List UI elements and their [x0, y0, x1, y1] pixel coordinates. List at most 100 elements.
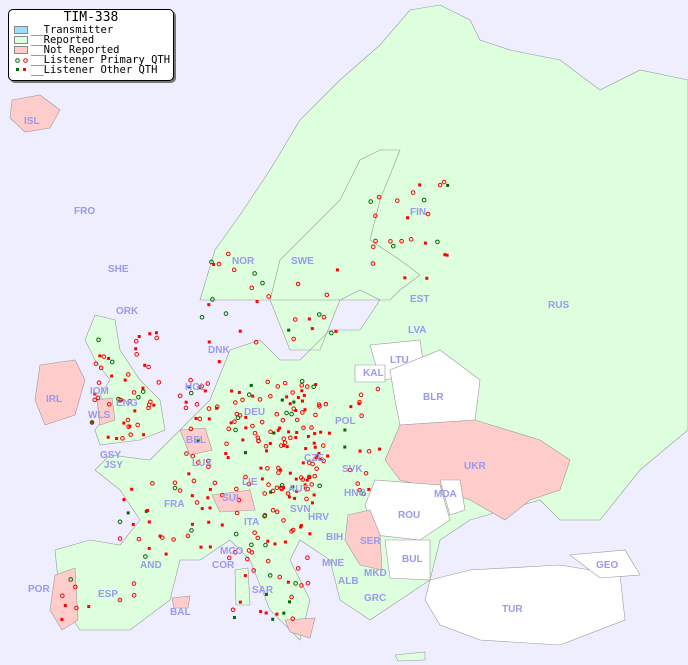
listener-primary-marker: [109, 359, 115, 365]
country-label-sar: SAR: [252, 585, 274, 596]
listener-primary-marker: [291, 406, 297, 412]
listener-primary-marker: [299, 378, 305, 384]
country-label-iom: IOM: [90, 386, 109, 397]
listener-other-marker: [255, 300, 259, 304]
listener-primary-marker: [216, 261, 222, 267]
listener-other-marker: [334, 329, 338, 333]
listener-primary-marker: [441, 179, 447, 185]
listener-other-marker: [203, 389, 207, 393]
listener-other-marker: [378, 447, 382, 451]
listener-other-marker: [115, 437, 119, 441]
listener-primary-marker: [289, 411, 294, 417]
listener-other-marker: [207, 520, 211, 524]
listener-primary-marker: [274, 411, 280, 417]
country-label-sui: SUI: [222, 493, 239, 504]
listener-other-marker: [208, 487, 212, 491]
legend-item-primary-qth: __Listener Primary QTH: [9, 55, 173, 65]
listener-other-marker: [134, 347, 138, 351]
listener-primary-marker: [410, 190, 416, 195]
listener-primary-marker: [60, 593, 65, 599]
listener-primary-marker: [376, 194, 382, 200]
land-georgia: [569, 549, 641, 579]
listener-other-marker: [367, 487, 371, 491]
listener-other-marker: [141, 386, 145, 390]
land-ireland: [34, 359, 86, 426]
listener-primary-marker: [184, 451, 189, 456]
listener-other-marker: [243, 574, 247, 578]
listener-primary-marker: [136, 536, 142, 542]
listener-other-marker: [232, 616, 236, 620]
country-label-ser: SER: [360, 536, 381, 547]
listener-other-marker: [357, 402, 361, 406]
listener-other-marker: [287, 430, 291, 434]
country-label-esp: ESP: [98, 589, 118, 600]
square-marker-icon: [14, 68, 28, 72]
legend: TIM-338 __Transmitter __Reported __Not R…: [8, 9, 174, 81]
listener-primary-marker: [282, 380, 288, 386]
listener-primary-marker: [74, 605, 79, 611]
listener-primary-marker: [160, 535, 165, 540]
listener-other-marker: [304, 447, 308, 451]
listener-primary-marker: [295, 566, 301, 571]
listener-other-marker: [164, 552, 168, 556]
listener-other-marker: [275, 612, 279, 616]
listener-primary-marker: [293, 581, 298, 586]
listener-other-marker: [327, 431, 331, 435]
listener-primary-marker: [98, 365, 104, 371]
country-label-jsy: JSY: [104, 460, 123, 471]
listener-other-marker: [259, 610, 263, 614]
listener-other-marker: [268, 441, 272, 445]
listener-primary-marker: [399, 238, 404, 244]
country-label-mne: MNE: [322, 558, 345, 569]
listener-other-marker: [60, 617, 64, 621]
country-label-eng: ENG: [116, 398, 138, 409]
listener-other-marker: [299, 525, 303, 529]
listener-primary-marker: [390, 243, 396, 249]
country-label-fra: FRA: [164, 499, 185, 510]
listener-primary-marker: [212, 480, 218, 486]
listener-other-marker: [294, 436, 298, 440]
listener-other-marker: [208, 506, 212, 510]
listener-primary-marker: [194, 500, 200, 505]
listener-primary-marker: [266, 294, 271, 299]
listener-other-marker: [131, 522, 135, 526]
country-label-cze: CZE: [304, 453, 324, 464]
listener-other-marker: [251, 394, 255, 398]
listener-primary-marker: [277, 574, 283, 580]
listener-other-marker: [282, 611, 286, 615]
listener-primary-marker: [177, 488, 183, 493]
listener-primary-marker: [323, 401, 329, 407]
listener-other-marker: [207, 303, 211, 307]
country-label-mda: MDA: [434, 489, 457, 500]
listener-other-marker: [308, 476, 312, 480]
listener-other-marker: [265, 449, 269, 453]
listener-primary-marker: [133, 338, 139, 344]
listener-other-marker: [208, 545, 212, 549]
listener-primary-marker: [268, 393, 273, 399]
listener-other-marker: [403, 276, 407, 280]
listener-primary-marker: [252, 430, 258, 436]
listener-other-marker: [280, 398, 284, 402]
country-label-ltu: LTU: [390, 355, 409, 366]
listener-other-marker: [358, 449, 362, 453]
listener-primary-marker: [355, 481, 360, 486]
listener-other-marker: [279, 468, 283, 472]
legend-item-other-qth: __Listener Other QTH: [9, 65, 173, 75]
listener-other-marker: [229, 421, 233, 425]
listener-primary-marker: [289, 594, 294, 600]
listener-primary-marker: [73, 584, 78, 590]
listener-primary-marker: [321, 458, 326, 464]
listener-other-marker: [244, 426, 248, 430]
listener-other-marker: [241, 438, 245, 442]
listener-other-marker: [314, 383, 318, 387]
country-label-aut: AUT: [288, 484, 309, 495]
listener-primary-marker: [92, 397, 97, 403]
listener-other-marker: [294, 477, 298, 481]
country-label-wls: WLS: [88, 410, 111, 421]
country-label-ita: ITA: [244, 517, 259, 528]
listener-primary-marker: [226, 426, 232, 432]
listener-primary-marker: [259, 419, 265, 425]
listener-other-marker: [187, 385, 191, 389]
listener-other-marker: [282, 443, 286, 447]
listener-other-marker: [302, 393, 306, 397]
